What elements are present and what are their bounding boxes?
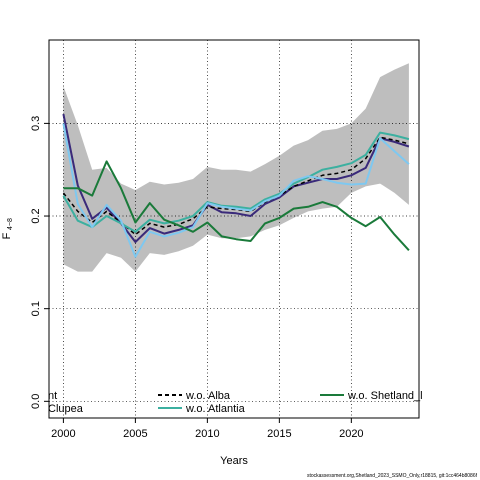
legend-label-nt: nt <box>48 390 57 402</box>
series-layer <box>62 113 410 258</box>
footer-source: stockassessment.org,Shetland_2023_SSMO_O… <box>307 473 478 479</box>
x-axis: 2000 2005 2010 2015 2020 <box>51 418 364 440</box>
series-line-2 <box>62 131 410 233</box>
y-axis: 0.0 0.1 0.2 0.3 <box>30 116 49 409</box>
y-tick-label-3: 0.3 <box>30 116 42 131</box>
legend: nt Clupea w.o. Alba w.o. Atlantia w.o. S… <box>48 390 423 415</box>
x-axis-title: Years <box>220 455 248 467</box>
legend-label-atlantia: w.o. Atlantia <box>185 403 246 415</box>
y-tick-label-1: 0.1 <box>30 301 42 316</box>
series-line-4 <box>63 160 410 251</box>
grid-layer <box>49 40 419 418</box>
x-tick-label-3: 2015 <box>267 428 291 440</box>
confidence-band <box>63 63 409 272</box>
legend-label-shetland: w.o. Shetland_l <box>347 390 423 402</box>
x-tick-label-4: 2020 <box>339 428 363 440</box>
y-axis-title: F 4−8 <box>1 218 14 239</box>
legend-label-clupea: Clupea <box>48 403 84 415</box>
x-tick-label-1: 2005 <box>123 428 147 440</box>
confidence-band-layer <box>63 63 409 272</box>
series-line-3 <box>62 123 410 258</box>
y-axis-title-main: F <box>1 232 13 239</box>
y-axis-title-sub: 4−8 <box>7 218 14 230</box>
legend-label-alba: w.o. Alba <box>185 390 231 402</box>
y-tick-label-0: 0.0 <box>30 394 42 409</box>
plot-frame <box>48 39 420 419</box>
y-tick-label-2: 0.2 <box>30 208 42 223</box>
x-tick-label-0: 2000 <box>51 428 75 440</box>
x-tick-label-2: 2010 <box>195 428 219 440</box>
